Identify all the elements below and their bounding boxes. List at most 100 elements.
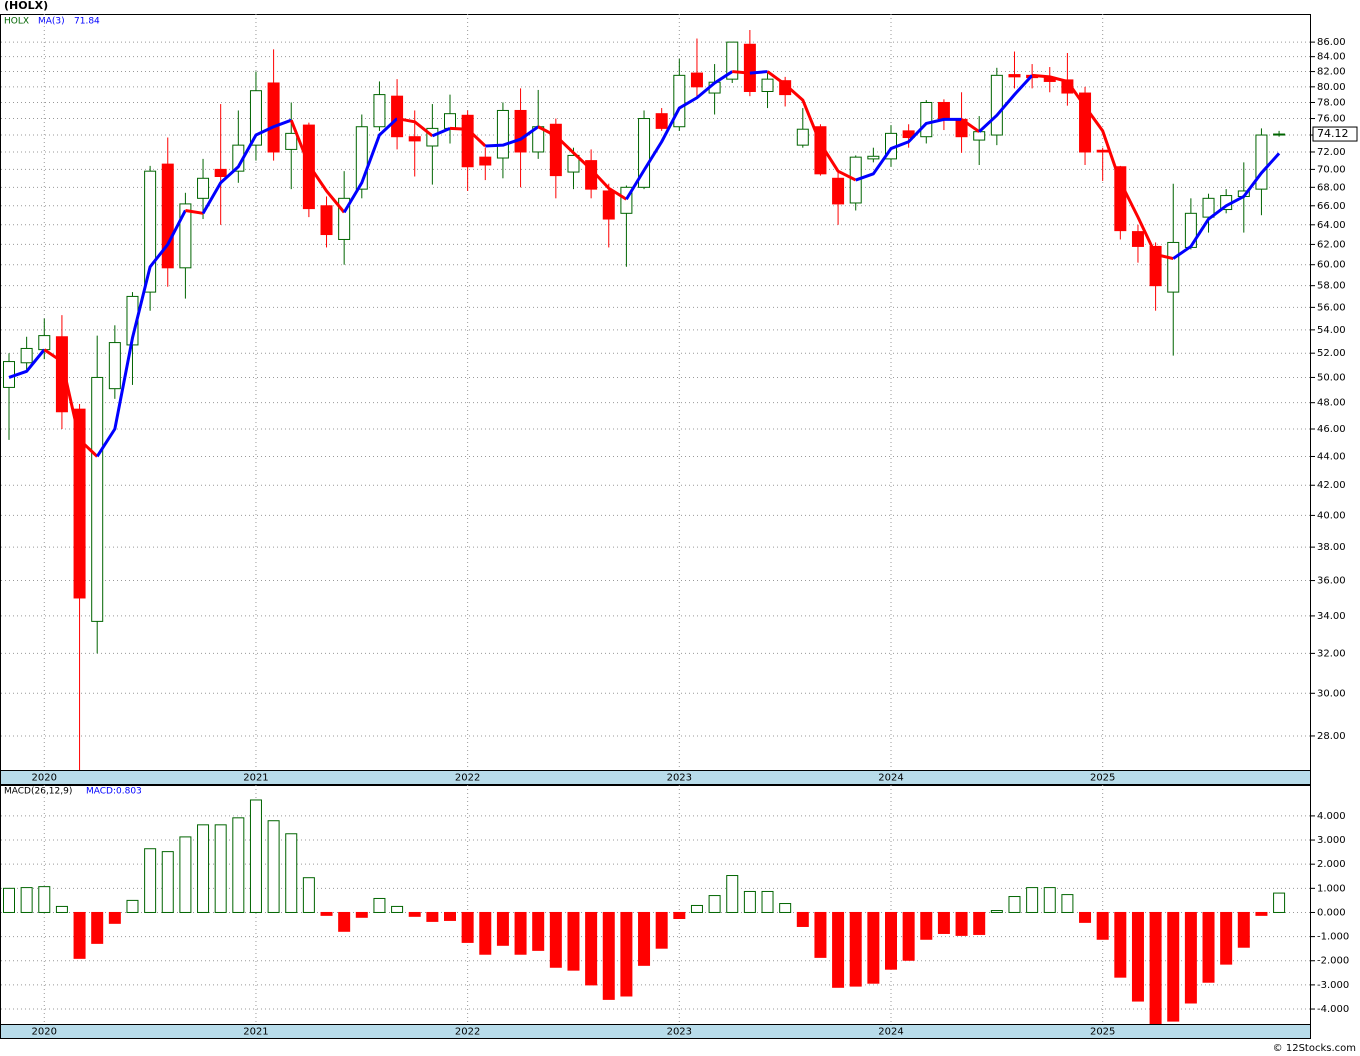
candle-body — [479, 156, 492, 166]
macd-bar — [761, 890, 774, 913]
y-tick-label: 84.00 — [1317, 52, 1346, 63]
macd-bar — [179, 836, 192, 913]
macd-bar — [1167, 911, 1180, 1022]
macd-bar — [373, 897, 386, 913]
macd-bar — [444, 911, 456, 921]
macd-bar — [214, 824, 227, 913]
candle-body — [973, 131, 986, 141]
macd-bar — [249, 799, 262, 913]
y-tick-label: 3.000 — [1317, 835, 1346, 846]
macd-bar — [779, 903, 792, 913]
candle-body — [1131, 231, 1144, 247]
candle-body — [567, 154, 580, 173]
macd-bar — [1273, 892, 1286, 913]
ma-line — [855, 117, 962, 182]
candle-body — [267, 82, 280, 153]
y-tick-label: 52.00 — [1317, 348, 1346, 359]
y-tick-label: 28.00 — [1317, 731, 1346, 742]
legend-ticker: HOLX — [4, 17, 29, 27]
y-tick-label: 48.00 — [1317, 398, 1346, 409]
macd-bar — [1220, 911, 1233, 965]
macd-bar — [726, 875, 739, 913]
candle-body — [355, 126, 368, 190]
macd-bar — [514, 911, 527, 955]
candle-body — [373, 94, 386, 128]
y-tick-label: 66.00 — [1317, 201, 1346, 212]
ma-line — [201, 118, 292, 215]
macd-bar — [1255, 911, 1268, 916]
macd-bar — [1237, 911, 1250, 948]
macd-bar — [638, 911, 651, 966]
macd-bar — [302, 877, 315, 913]
candle-body — [514, 109, 527, 153]
macd-bar — [1114, 911, 1127, 978]
macd-bar — [655, 911, 668, 949]
x-axis-band — [0, 770, 1311, 785]
candle-body — [285, 132, 298, 150]
macd-bar — [1061, 894, 1074, 913]
candle-body — [690, 72, 703, 88]
last-price: 74.12 — [1317, 127, 1349, 140]
macd-bar — [355, 911, 368, 918]
macd-bar — [796, 911, 809, 927]
candle-body — [461, 114, 474, 168]
candle-body — [249, 90, 262, 146]
macd-bar — [690, 904, 703, 913]
candle-body — [1202, 197, 1215, 218]
candle-body — [655, 113, 668, 129]
ma-line — [749, 70, 768, 75]
x-axis-band — [0, 1024, 1311, 1039]
y-tick-label: 56.00 — [1317, 302, 1346, 313]
macd-bar — [708, 895, 721, 913]
y-tick-label: 64.00 — [1317, 220, 1346, 231]
x-tick-label: 2022 — [455, 1027, 480, 1038]
y-tick-label: 76.00 — [1317, 114, 1346, 125]
candle-body — [320, 205, 333, 236]
ma-line — [185, 208, 204, 215]
x-tick-label: 2025 — [1090, 773, 1115, 784]
macd-bar — [232, 817, 245, 913]
candle-body — [444, 113, 456, 129]
macd-bar — [1131, 911, 1144, 1002]
y-tick-label: 1.000 — [1317, 883, 1346, 894]
macd-bar — [1202, 911, 1215, 983]
y-tick-label: 4.000 — [1317, 811, 1346, 822]
ma-line — [1031, 73, 1174, 261]
y-tick-label: 30.00 — [1317, 688, 1346, 699]
y-tick-label: 34.00 — [1317, 611, 1346, 622]
candle-body — [1079, 92, 1092, 153]
y-tick-label: 32.00 — [1317, 648, 1346, 659]
y-tick-label: 68.00 — [1317, 182, 1346, 193]
y-tick-label: 54.00 — [1317, 325, 1346, 336]
ma-line — [8, 348, 46, 379]
y-tick-label: 62.00 — [1317, 239, 1346, 250]
x-tick-label: 2024 — [878, 1027, 903, 1038]
y-tick-label: 38.00 — [1317, 542, 1346, 553]
candle-body — [3, 361, 15, 388]
candle-body — [1167, 241, 1180, 293]
y-tick-label: -2.000 — [1317, 956, 1349, 967]
y-tick-label: 80.00 — [1317, 82, 1346, 93]
x-tick-label: 2021 — [243, 1027, 268, 1038]
candle-body — [408, 136, 421, 142]
macd-bar — [144, 848, 157, 913]
macd-bar — [867, 911, 880, 984]
ma-line — [396, 117, 434, 138]
macd-bar — [320, 911, 333, 916]
price-plot — [1, 14, 1311, 770]
candle-body — [761, 78, 774, 92]
macd-bar — [832, 911, 845, 988]
macd-bar — [620, 911, 633, 997]
macd-bar — [285, 833, 298, 913]
y-tick-label: 72.00 — [1317, 147, 1346, 158]
candle-body — [179, 203, 192, 269]
last-price-box — [1312, 126, 1358, 142]
macd-bar — [55, 905, 68, 913]
y-tick-label: 42.00 — [1317, 480, 1346, 491]
y-tick-label: 0.000 — [1317, 907, 1346, 918]
macd-bar — [338, 911, 351, 932]
macd-bar — [408, 911, 421, 917]
macd-bar — [743, 890, 756, 913]
y-tick-label: 78.00 — [1317, 97, 1346, 108]
y-tick-label: 60.00 — [1317, 260, 1346, 271]
